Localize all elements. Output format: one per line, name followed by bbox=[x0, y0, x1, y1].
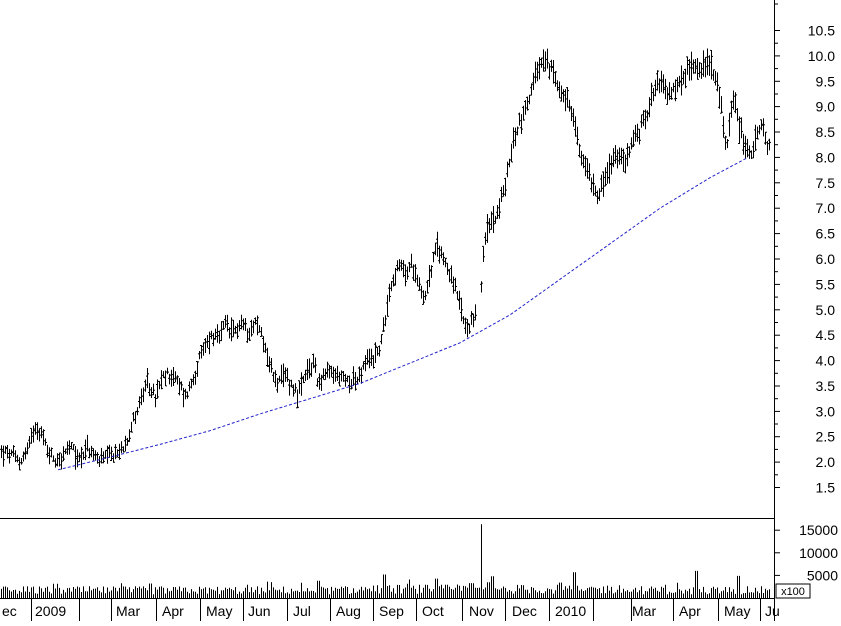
month-label: Dec bbox=[512, 603, 537, 619]
price-tick-label: 9.5 bbox=[816, 73, 836, 89]
price-tick-label: 10.0 bbox=[808, 48, 835, 64]
price-tick-label: 7.0 bbox=[816, 200, 836, 216]
price-tick-label: 5.5 bbox=[816, 276, 836, 292]
volume-tick-label: 5000 bbox=[807, 567, 838, 583]
price-panel bbox=[0, 48, 771, 471]
price-tick-label: 4.5 bbox=[816, 327, 836, 343]
support-trendline bbox=[57, 156, 749, 471]
month-label: May bbox=[206, 603, 232, 619]
month-label: Ju bbox=[765, 603, 780, 619]
volume-tick-label: 15000 bbox=[799, 522, 838, 538]
month-label: 2010 bbox=[555, 603, 586, 619]
price-tick-label: 7.5 bbox=[816, 175, 836, 191]
volume-tick-label: 10000 bbox=[799, 545, 838, 561]
month-label: Apr bbox=[162, 603, 184, 619]
volume-multiplier-box bbox=[775, 583, 811, 599]
month-label: Mar bbox=[632, 603, 656, 619]
price-tick-label: 4.0 bbox=[816, 353, 836, 369]
volume-panel bbox=[1, 524, 770, 598]
price-tick-label: 9.0 bbox=[816, 99, 836, 115]
price-tick-label: 6.0 bbox=[816, 251, 836, 267]
volume-multiplier-label: x100 bbox=[781, 586, 805, 598]
month-label: Nov bbox=[469, 603, 494, 619]
price-tick-label: 3.0 bbox=[816, 403, 836, 419]
trendline bbox=[57, 156, 749, 471]
price-tick-label: 2.5 bbox=[816, 429, 836, 445]
month-label: Jun bbox=[248, 603, 271, 619]
month-label: Aug bbox=[336, 603, 361, 619]
month-label: 2009 bbox=[35, 603, 66, 619]
month-label: May bbox=[724, 603, 750, 619]
price-tick-label: 8.5 bbox=[816, 124, 836, 140]
price-tick-label: 3.5 bbox=[816, 378, 836, 394]
price-tick-label: 2.0 bbox=[816, 454, 836, 470]
price-tick-label: 1.5 bbox=[816, 480, 836, 496]
month-label: Mar bbox=[116, 603, 140, 619]
month-label: ec bbox=[2, 603, 17, 619]
price-tick-label: 10.5 bbox=[808, 23, 835, 39]
month-label: Apr bbox=[679, 603, 701, 619]
price-tick-label: 8.0 bbox=[816, 149, 836, 165]
price-tick-label: 5.0 bbox=[816, 302, 836, 318]
month-label: Sep bbox=[379, 603, 404, 619]
month-label: Jul bbox=[293, 603, 311, 619]
month-label: Oct bbox=[422, 603, 444, 619]
price-tick-label: 6.5 bbox=[816, 226, 836, 242]
